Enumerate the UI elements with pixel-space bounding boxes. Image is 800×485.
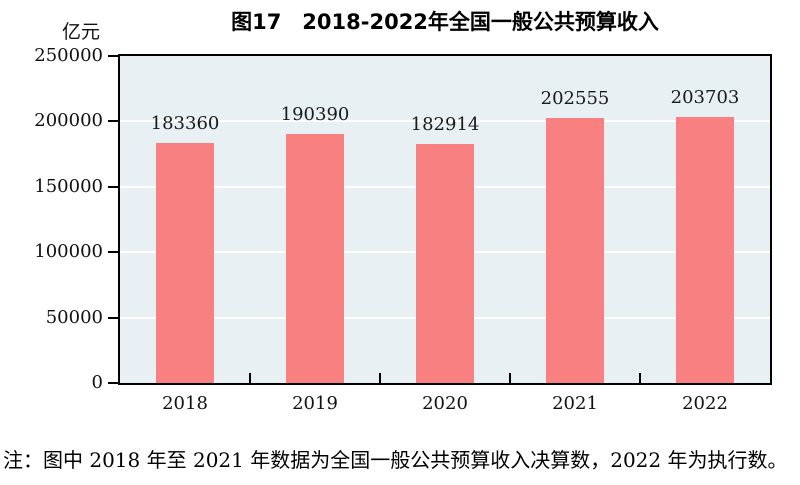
gridline (120, 120, 770, 123)
y-axis-tick (108, 382, 118, 384)
y-axis-tick (108, 316, 118, 319)
bar-2021 (546, 118, 604, 383)
x-axis-tick (379, 373, 381, 383)
x-axis-tick (639, 373, 641, 383)
x-axis-label-2021: 2021 (552, 393, 598, 414)
bar-2019 (286, 133, 344, 383)
bar-value-label: 190390 (280, 103, 350, 125)
bar-2020 (416, 143, 474, 383)
y-axis-label: 250000 (34, 45, 103, 66)
y-axis-tick (108, 185, 118, 188)
bar-value-label: 202555 (540, 88, 610, 110)
y-axis-label: 200000 (34, 110, 103, 132)
x-axis-label-2019: 2019 (292, 393, 338, 414)
y-axis-tick (108, 251, 118, 254)
x-axis-tick (249, 373, 251, 383)
y-axis-label: 150000 (34, 175, 103, 197)
y-axis-unit-label: 亿元 (62, 21, 101, 43)
y-axis-label: 0 (91, 372, 103, 393)
x-axis-label-2018: 2018 (162, 393, 208, 414)
bar-value-label: 183360 (150, 113, 220, 135)
chart-title: 图17 2018-2022年全国一般公共预算收入 (231, 10, 659, 34)
bar-2018 (156, 143, 214, 383)
x-axis-label-2022: 2022 (682, 393, 728, 414)
x-axis-tick (509, 373, 511, 383)
y-axis-tick (108, 120, 118, 123)
plot-area: 183360 190390 182914 202555 203703 (118, 54, 772, 385)
y-axis-label: 50000 (45, 306, 103, 328)
bar-value-label: 182914 (410, 113, 480, 135)
bar-2022 (676, 116, 734, 383)
footnote: 注：图中 2018 年至 2021 年数据为全国一般公共预算收入决算数，2022… (3, 448, 788, 472)
x-axis-label-2020: 2020 (422, 393, 468, 414)
y-axis-tick (108, 55, 118, 57)
bar-value-label: 203703 (670, 86, 740, 108)
y-axis-label: 100000 (34, 241, 103, 263)
